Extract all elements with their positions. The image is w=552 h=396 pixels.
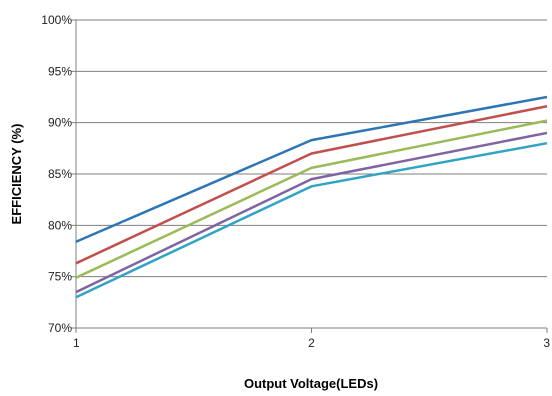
y-tick-label: 75% (48, 270, 72, 284)
y-tick-label: 80% (48, 218, 72, 232)
x-axis-ticks: 1 2 3 (73, 328, 550, 350)
y-tick-label: 90% (48, 116, 72, 130)
y-tick-label: 85% (48, 167, 72, 181)
x-axis-title: Output Voltage(LEDs) (244, 376, 378, 391)
series-line-4 (75, 131, 548, 294)
x-tick-label: 3 (543, 336, 550, 350)
x-tick-label: 2 (308, 336, 315, 350)
y-axis-ticks: 70% 75% 80% 85% 90% 95% 100% (41, 13, 76, 335)
x-tick-label: 1 (73, 336, 80, 350)
series-line-3 (75, 119, 548, 279)
gridlines (76, 19, 547, 329)
y-tick-label: 100% (41, 13, 72, 27)
y-tick-label: 95% (48, 64, 72, 78)
y-tick-label: 70% (48, 321, 72, 335)
series-line-5 (75, 141, 548, 299)
series-line-1 (75, 95, 548, 243)
y-axis-title: EFFICIENCY (%) (9, 124, 24, 225)
series-lines (75, 95, 548, 299)
series-line-2 (75, 105, 548, 265)
